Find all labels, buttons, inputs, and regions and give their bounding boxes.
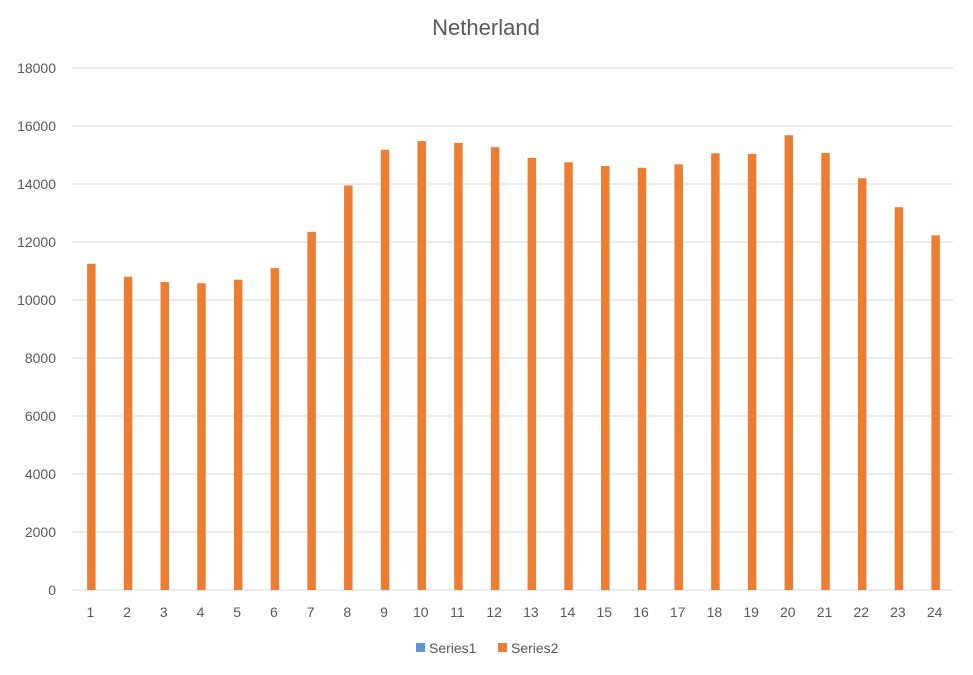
bar-series2	[931, 235, 940, 590]
bar-series2	[307, 231, 316, 590]
chart-title: Netherland	[432, 15, 540, 40]
x-tick-label: 15	[596, 604, 612, 620]
bar-series2	[674, 164, 683, 590]
y-tick-label: 0	[48, 582, 56, 598]
x-tick-label: 8	[343, 604, 351, 620]
bar-series2	[197, 283, 206, 590]
x-tick-label: 5	[233, 604, 241, 620]
y-axis-ticks: 0 2000 4000 6000 8000 10000 12000 14000 16000 180…	[17, 60, 56, 598]
legend-swatch	[498, 643, 507, 652]
bar-series2	[344, 185, 353, 590]
bar-series2	[123, 276, 133, 590]
bars	[87, 135, 940, 591]
x-tick-label: 16	[633, 604, 649, 620]
bar-series2	[270, 268, 280, 590]
bar-series2	[490, 147, 500, 591]
y-tick-label: 16000	[17, 118, 56, 134]
bar-series2	[160, 282, 170, 590]
x-tick-label: 21	[817, 604, 833, 620]
bar-series2	[87, 263, 96, 590]
x-tick-label: 7	[307, 604, 315, 620]
y-tick-label: 14000	[17, 176, 56, 192]
x-tick-label: 11	[450, 604, 465, 620]
legend-swatch	[416, 643, 425, 652]
legend-label: Series1	[429, 640, 477, 656]
bar-series2	[747, 153, 757, 590]
bar-series2	[564, 162, 573, 590]
legend: Series1 Series2	[416, 640, 559, 656]
x-tick-label: 18	[707, 604, 723, 620]
y-tick-label: 12000	[17, 234, 56, 250]
x-tick-label: 22	[853, 604, 869, 620]
x-axis-ticks: 1 2 3 4 5 6 7 8 9 10 11 12 13 14 15 16 17 18 19 20 21 22 23 24	[86, 604, 942, 620]
y-tick-label: 8000	[25, 350, 56, 366]
bar-series2	[380, 149, 390, 590]
gridlines	[72, 67, 953, 591]
x-tick-label: 1	[86, 604, 94, 620]
x-tick-label: 4	[197, 604, 205, 620]
x-tick-label: 10	[413, 604, 429, 620]
x-tick-label: 2	[123, 604, 131, 620]
x-tick-label: 19	[743, 604, 759, 620]
y-tick-label: 6000	[25, 408, 56, 424]
y-tick-label: 2000	[25, 524, 56, 540]
bar-series2	[233, 279, 243, 590]
x-tick-label: 14	[560, 604, 576, 620]
legend-label: Series2	[511, 640, 559, 656]
x-tick-label: 20	[780, 604, 796, 620]
x-tick-label: 24	[927, 604, 943, 620]
bar-series2	[601, 166, 610, 590]
bar-series2	[417, 141, 426, 590]
bar-series2	[857, 178, 867, 590]
bar-series2	[894, 207, 904, 590]
bar-series2	[637, 167, 647, 590]
bar-series2	[821, 152, 830, 590]
x-tick-label: 9	[380, 604, 388, 620]
x-tick-label: 3	[160, 604, 168, 620]
x-tick-label: 6	[270, 604, 278, 620]
y-tick-label: 4000	[25, 466, 56, 482]
bar-series2	[784, 135, 794, 590]
x-tick-label: 23	[890, 604, 906, 620]
y-tick-label: 10000	[17, 292, 56, 308]
x-tick-label: 13	[523, 604, 539, 620]
y-tick-label: 18000	[17, 60, 56, 76]
x-tick-label: 12	[486, 604, 502, 620]
bar-series2	[527, 157, 537, 590]
x-tick-label: 17	[670, 604, 686, 620]
bar-series2	[454, 142, 463, 590]
bar-series2	[711, 153, 720, 590]
